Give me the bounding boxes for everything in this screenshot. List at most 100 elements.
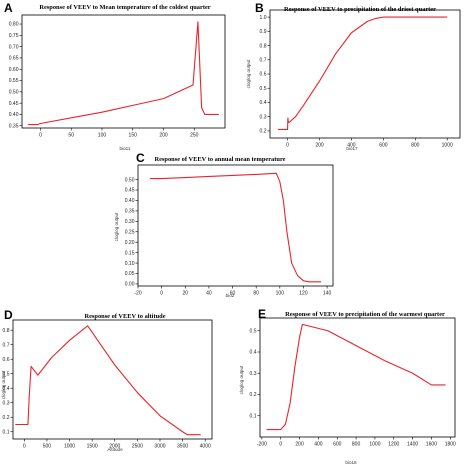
panel-b: B Response of VEEV to precipitation of th… — [246, 1, 461, 151]
y-tick-label: 0.50 — [125, 177, 135, 183]
y-tick-label: 0.6 — [3, 357, 10, 363]
panel-letter: A — [4, 1, 13, 15]
y-axis-label: cloglog output — [114, 212, 119, 241]
x-tick-label: -200 — [257, 442, 267, 448]
y-tick-label: 0.2 — [3, 415, 10, 421]
panel-letter: D — [4, 308, 13, 322]
x-tick-label: 3000 — [154, 444, 165, 450]
response-curve — [15, 325, 201, 436]
x-tick-label: 0 — [23, 444, 26, 450]
x-tick-label: 40 — [206, 291, 212, 297]
plot-area — [269, 9, 461, 139]
y-tick-label: 0.05 — [125, 271, 135, 277]
panel-e: E Response of VEEV to precipitation of th… — [239, 307, 456, 465]
x-tick-label: 100 — [98, 133, 107, 139]
x-tick-label: 140 — [323, 291, 332, 297]
x-tick-label: 20 — [182, 291, 188, 297]
plot-area — [12, 319, 213, 440]
x-tick-label: 500 — [43, 444, 52, 450]
y-tick-label: 0.60 — [9, 67, 19, 73]
y-tick-label: 0.6 — [260, 72, 267, 78]
x-tick-label: 100 — [276, 291, 285, 297]
y-axis-label: cloglog output — [246, 59, 251, 88]
chart-title: Response of VEEV to altitude — [84, 313, 165, 320]
y-tick-label: 0.4 — [3, 386, 10, 392]
x-axis-label: Altitude — [107, 447, 123, 452]
response-curve — [277, 16, 448, 131]
y-tick-label: 0.45 — [125, 188, 135, 194]
plot-area — [137, 164, 334, 287]
chart-title: Response of VEEV to annual mean temperat… — [154, 156, 285, 163]
y-tick-label: 0.2 — [260, 129, 267, 135]
y-tick-label: 0.7 — [3, 342, 10, 348]
y-tick-label: 0.5 — [260, 86, 267, 92]
x-tick-label: 200 — [315, 143, 324, 149]
x-tick-label: 0 — [39, 133, 42, 139]
x-tick-label: 200 — [159, 133, 168, 139]
y-tick-label: 0.5 — [3, 371, 10, 377]
y-tick-label: 1.0 — [260, 15, 267, 21]
x-tick-label: 600 — [333, 442, 342, 448]
x-tick-label: 600 — [379, 143, 388, 149]
x-tick-label: 400 — [347, 143, 356, 149]
y-tick-label: 0.15 — [125, 250, 135, 256]
panel-c: C Response of VEEV to annual mean tempera… — [114, 151, 334, 298]
y-tick-label: 0.5 — [250, 328, 257, 334]
x-tick-label: 800 — [352, 442, 361, 448]
y-tick-label: 0.4 — [250, 350, 257, 356]
panel-letter: E — [258, 307, 266, 321]
x-axis-label: bio2 — [226, 293, 235, 298]
x-tick-label: 120 — [299, 291, 308, 297]
x-tick-label: 1000 — [442, 143, 453, 149]
y-tick-label: 0.65 — [9, 56, 19, 62]
x-tick-label: 50 — [68, 133, 74, 139]
x-tick-label: 3500 — [177, 444, 188, 450]
y-tick-label: 0.10 — [125, 261, 135, 267]
y-tick-label: 0.80 — [9, 22, 19, 28]
y-tick-label: 0.9 — [260, 29, 267, 35]
y-tick-label: 0.8 — [3, 328, 10, 334]
y-tick-label: 0.45 — [9, 101, 19, 107]
y-tick-label: 0.20 — [125, 240, 135, 246]
chart-title: Response of VEEV to precipitation of the… — [285, 311, 445, 318]
x-tick-label: 150 — [129, 133, 138, 139]
x-tick-label: 2000 — [109, 444, 120, 450]
x-tick-label: 1000 — [369, 442, 380, 448]
x-tick-label: 0 — [286, 143, 289, 149]
response-curve — [266, 323, 446, 431]
x-axis-label: bio11 — [120, 146, 131, 151]
y-tick-label: 0.40 — [9, 112, 19, 118]
y-tick-label: 0.30 — [125, 219, 135, 225]
panel-d: D Response of VEEV to altitude 0 500 1000 150… — [1, 308, 213, 452]
chart-title: Response of VEEV to precipitation of the… — [284, 6, 436, 13]
x-axis-label: bio18 — [345, 460, 357, 465]
panel-a: A Response of VEEV to Mean temperature of… — [4, 1, 226, 151]
y-tick-label: 0.3 — [3, 400, 10, 406]
chart-title: Response of VEEV to Mean temperature of … — [39, 4, 210, 11]
x-tick-label: 250 — [190, 133, 199, 139]
x-tick-label: 60 — [230, 291, 236, 297]
x-tick-label: 0 — [279, 442, 282, 448]
y-tick-label: 0.7 — [260, 57, 267, 63]
y-tick-label: 0.8 — [260, 43, 267, 49]
response-curve — [149, 172, 322, 283]
x-tick-label: 1600 — [426, 442, 437, 448]
y-tick-label: 0.50 — [9, 90, 19, 96]
x-tick-label: 200 — [295, 442, 304, 448]
x-tick-label: 0 — [160, 291, 163, 297]
y-tick-label: 0.35 — [125, 209, 135, 215]
y-tick-label: 0.1 — [250, 413, 257, 419]
y-tick-label: 0.00 — [125, 282, 135, 288]
plot-area — [259, 317, 456, 438]
y-tick-label: 0.3 — [250, 371, 257, 377]
x-tick-label: 800 — [411, 143, 420, 149]
x-tick-label: 4000 — [200, 444, 211, 450]
y-tick-label: 0.55 — [9, 78, 19, 84]
x-tick-label: -20 — [134, 291, 141, 297]
y-tick-label: 0.40 — [125, 198, 135, 204]
plot-area — [21, 14, 226, 129]
y-tick-label: 0.25 — [125, 229, 135, 235]
x-tick-label: 80 — [253, 291, 259, 297]
x-tick-label: 2500 — [132, 444, 143, 450]
